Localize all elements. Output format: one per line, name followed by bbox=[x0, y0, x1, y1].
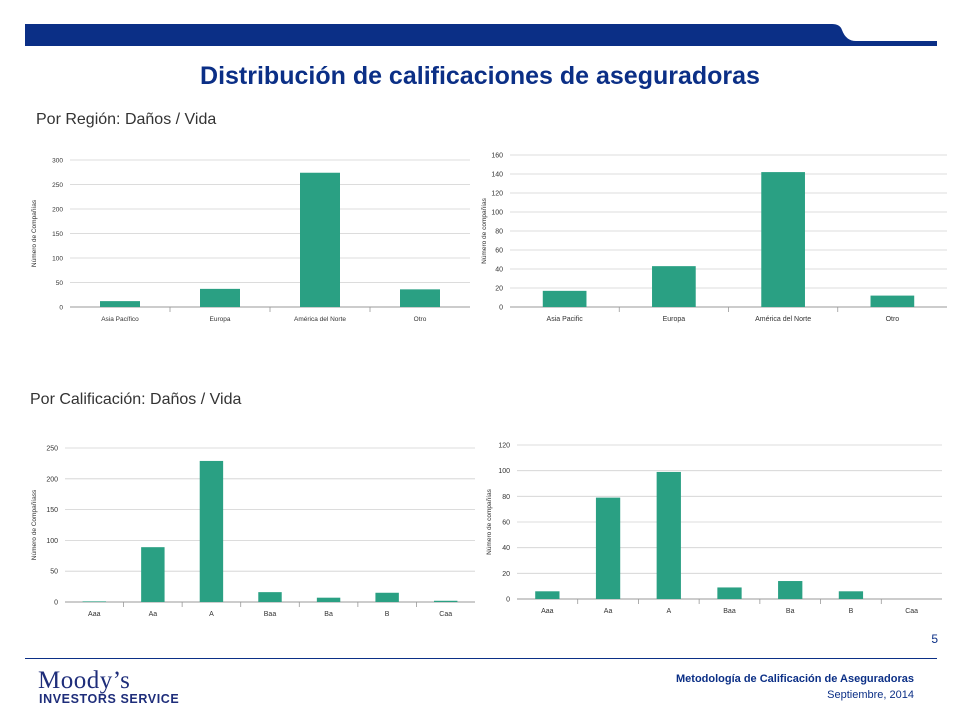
y-tick-label: 80 bbox=[502, 494, 510, 501]
section-label-region: Por Región: Daños / Vida bbox=[36, 111, 217, 128]
y-tick-label: 0 bbox=[54, 600, 58, 607]
y-tick-label: 0 bbox=[59, 305, 63, 312]
x-category-label: Aa bbox=[149, 611, 158, 618]
x-category-label: Baa bbox=[723, 608, 736, 615]
page-number: 5 bbox=[931, 632, 938, 646]
bar bbox=[300, 172, 340, 307]
y-tick-label: 40 bbox=[502, 545, 510, 552]
y-tick-label: 100 bbox=[52, 256, 63, 263]
y-tick-label: 20 bbox=[502, 571, 510, 578]
bar bbox=[870, 295, 915, 307]
chart-region-damages: 0 50 100 150 200 250 300 Asia Pacífico Europa Amé… bbox=[31, 158, 470, 323]
y-tick-label: 120 bbox=[498, 443, 510, 450]
y-tick-label: 200 bbox=[52, 207, 63, 214]
bar bbox=[535, 591, 560, 599]
x-category-label: Aaa bbox=[541, 608, 554, 615]
y-tick-label: 120 bbox=[491, 191, 503, 198]
bar bbox=[717, 587, 742, 599]
x-category-label: Baa bbox=[264, 611, 277, 618]
y-tick-label: 150 bbox=[52, 231, 63, 238]
y-axis-label: Número de Compañías bbox=[31, 199, 38, 267]
bar bbox=[778, 581, 803, 599]
y-tick-label: 100 bbox=[46, 538, 58, 545]
x-category-label: A bbox=[666, 608, 671, 615]
chart-region-life: 0 20 40 60 80 100 120 140 160 Asia Pacific Europa A… bbox=[481, 153, 947, 323]
moodys-logo: Moody’s INVESTORS SERVICE bbox=[38, 667, 180, 712]
y-tick-label: 20 bbox=[495, 286, 503, 293]
bar bbox=[542, 290, 587, 307]
header-bar-shape bbox=[25, 24, 937, 46]
x-category-label: Asia Pacífico bbox=[101, 316, 139, 323]
x-category-label: B bbox=[849, 608, 854, 615]
x-category-label: Europa bbox=[210, 316, 231, 323]
y-tick-label: 0 bbox=[506, 597, 510, 604]
y-tick-label: 40 bbox=[495, 267, 503, 274]
page-title: Distribución de calificaciones de asegur… bbox=[200, 62, 760, 90]
y-tick-label: 250 bbox=[46, 446, 58, 453]
bar bbox=[838, 591, 864, 599]
bar bbox=[595, 497, 621, 599]
y-tick-label: 300 bbox=[52, 158, 63, 165]
x-category-label: A bbox=[209, 611, 214, 618]
x-category-label: Ba bbox=[786, 608, 795, 615]
footer-date: Septiembre, 2014 bbox=[827, 689, 914, 701]
chart-rating-life: 0 20 40 60 80 100 120 Aaa Aa A Baa Ba B Caa Número de … bbox=[486, 443, 942, 615]
y-axis-label: Número de compañías bbox=[481, 197, 488, 264]
y-tick-label: 0 bbox=[499, 305, 503, 312]
y-tick-label: 100 bbox=[498, 468, 510, 475]
bar bbox=[258, 592, 282, 602]
y-tick-label: 60 bbox=[495, 248, 503, 255]
x-category-label: América del Norte bbox=[294, 316, 346, 323]
bar bbox=[100, 301, 140, 307]
bar bbox=[199, 460, 224, 602]
bar bbox=[652, 266, 696, 307]
x-category-label: Asia Pacific bbox=[547, 316, 584, 323]
x-category-label: Otro bbox=[886, 316, 900, 323]
bar bbox=[82, 601, 106, 602]
y-tick-label: 80 bbox=[495, 229, 503, 236]
y-tick-label: 50 bbox=[56, 280, 64, 287]
y-axis-label: Número de compañías bbox=[486, 488, 493, 555]
y-tick-label: 60 bbox=[502, 520, 510, 527]
y-tick-label: 50 bbox=[50, 569, 58, 576]
y-tick-label: 250 bbox=[52, 182, 63, 189]
header-bar bbox=[25, 24, 937, 46]
y-tick-label: 150 bbox=[46, 507, 58, 514]
y-tick-label: 200 bbox=[46, 476, 58, 483]
x-category-label: América del Norte bbox=[755, 316, 811, 323]
bar bbox=[434, 600, 458, 602]
x-category-label: Aaa bbox=[88, 611, 101, 618]
y-tick-label: 140 bbox=[491, 172, 503, 179]
y-tick-label: 160 bbox=[491, 153, 503, 160]
x-category-label: Ba bbox=[324, 611, 333, 618]
bar bbox=[141, 547, 165, 602]
y-tick-label: 100 bbox=[491, 210, 503, 217]
bar bbox=[656, 471, 681, 599]
bar bbox=[316, 597, 341, 602]
bar bbox=[375, 592, 399, 602]
section-label-rating: Por Calificación: Daños / Vida bbox=[30, 391, 242, 408]
logo-wordmark: Moody’s bbox=[38, 667, 131, 694]
footer-document-title: Metodología de Calificación de Asegurado… bbox=[676, 673, 914, 685]
bar bbox=[400, 289, 440, 307]
bar bbox=[200, 288, 240, 307]
chart-rating-damages: 0 50 100 150 200 250 Aaa Aa A Baa Ba B Caa Número de … bbox=[31, 446, 475, 618]
x-category-label: Otro bbox=[414, 316, 427, 323]
y-axis-label: Número de Compañíass bbox=[31, 489, 38, 560]
x-category-label: Europa bbox=[663, 316, 686, 323]
x-category-label: Aa bbox=[604, 608, 613, 615]
x-category-label: B bbox=[385, 611, 390, 618]
footer-divider bbox=[25, 658, 937, 659]
x-category-label: Caa bbox=[439, 611, 452, 618]
x-category-label: Caa bbox=[905, 608, 918, 615]
logo-subtitle: INVESTORS SERVICE bbox=[39, 692, 180, 706]
bar bbox=[761, 172, 805, 307]
